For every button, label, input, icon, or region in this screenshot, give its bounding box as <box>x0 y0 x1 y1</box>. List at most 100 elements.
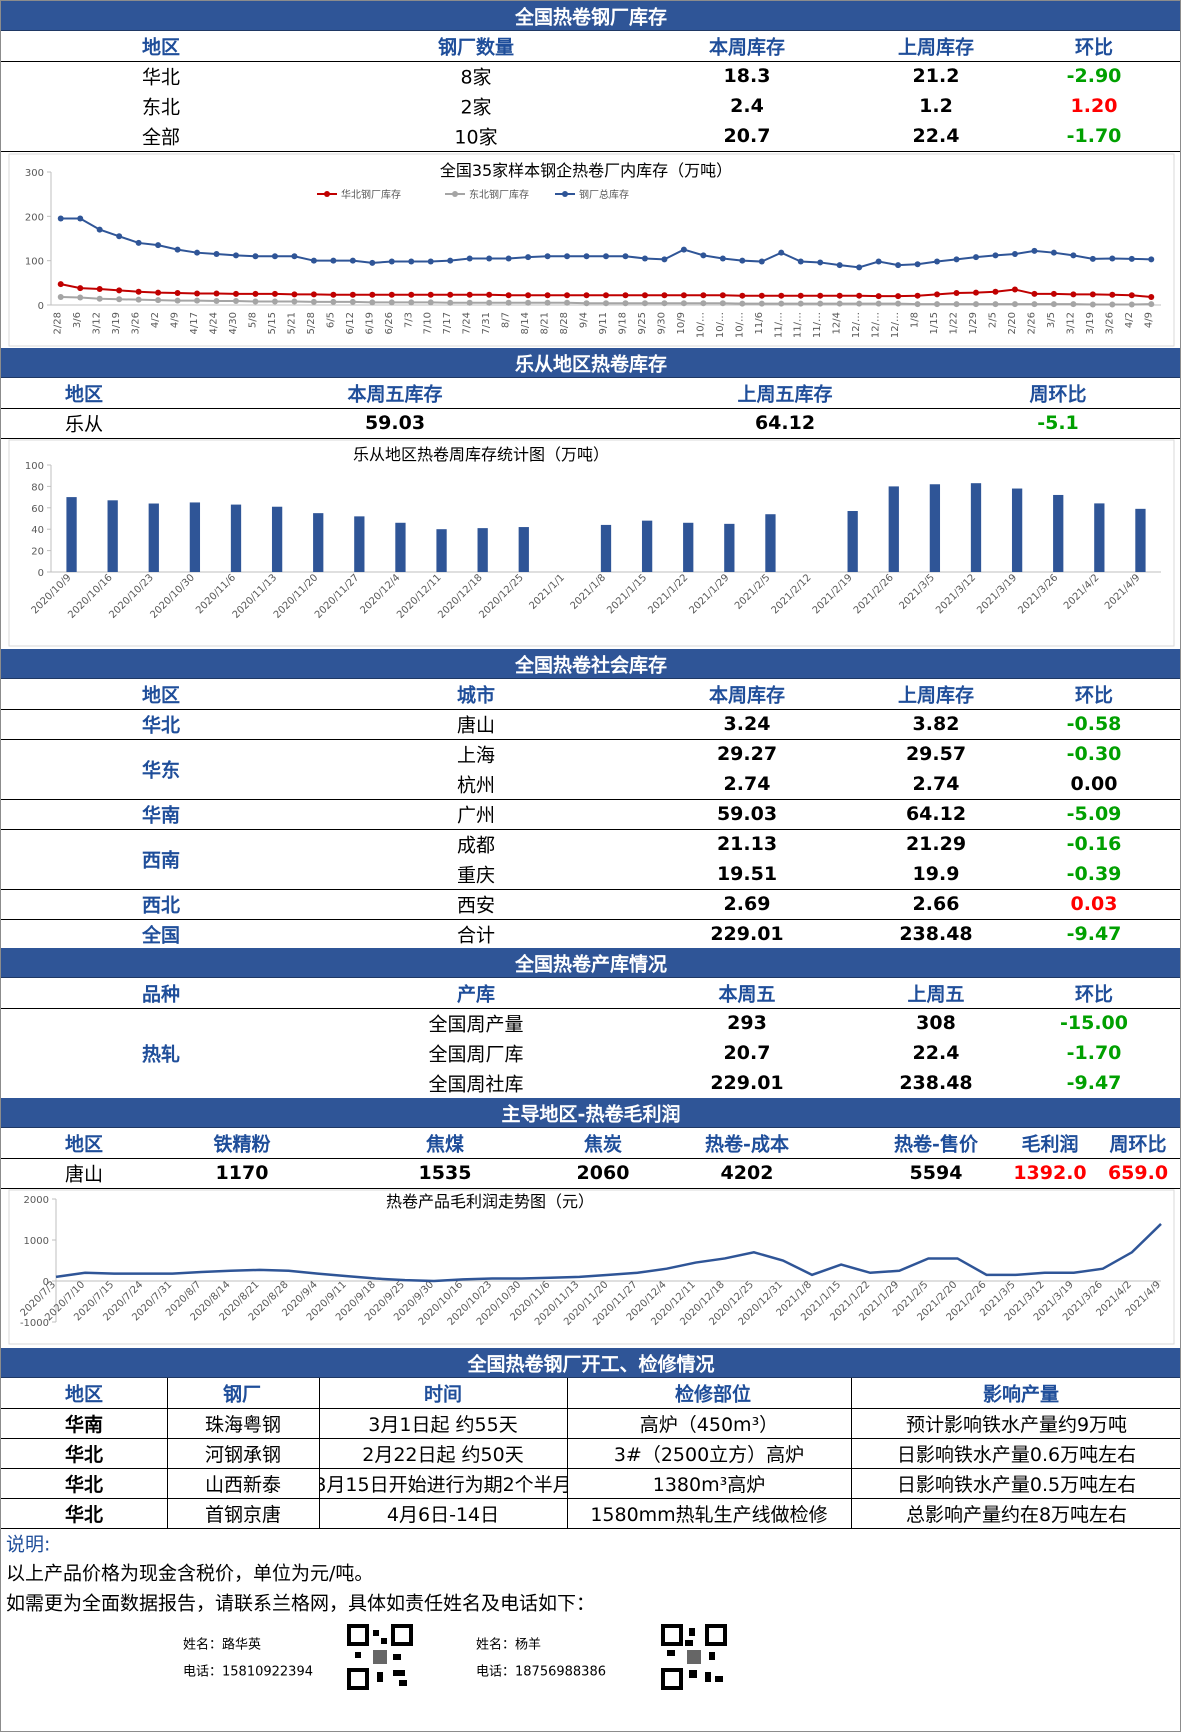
chart-title: 热卷产品毛利润走势图（元） <box>386 1192 594 1211</box>
point <box>447 299 454 306</box>
cell: -15.00 <box>1060 1012 1128 1034</box>
point <box>174 297 181 304</box>
notes-line: 如需更为全面数据报告，请联系兰格网，具体如责任姓名及电话如下： <box>6 1592 596 1615</box>
column-header: 热卷-售价 <box>894 1133 978 1156</box>
cell: 广州 <box>456 804 496 827</box>
cell-text: 总影响产量约在8万吨左右 <box>905 1503 1128 1526</box>
legend-label: 华北钢厂库存 <box>341 188 401 201</box>
bar <box>189 502 201 572</box>
y-tick-label: 40 <box>31 525 44 536</box>
rule <box>1 1498 1180 1499</box>
point <box>564 253 571 260</box>
qr-code <box>347 1624 413 1690</box>
point <box>1089 255 1096 262</box>
x-tick-label: 4/2 <box>1124 312 1135 328</box>
point <box>564 292 571 299</box>
point <box>934 258 941 265</box>
cell: 总影响产量约在8万吨左右 <box>851 1498 1180 1528</box>
cell: 2.4 <box>730 95 764 117</box>
x-tick-label: 2/5 <box>987 312 998 328</box>
point <box>194 249 201 256</box>
region: 华北 <box>141 714 181 737</box>
point <box>700 292 707 299</box>
cell: 1170 <box>215 1162 269 1184</box>
cell: 20.7 <box>723 125 771 147</box>
x-tick-label: 6/12 <box>345 312 356 334</box>
point <box>856 292 863 299</box>
x-tick-label: 9/30 <box>656 312 667 334</box>
point <box>836 262 843 269</box>
column-header: 焦炭 <box>583 1133 623 1156</box>
point <box>174 290 181 297</box>
cell: 0.03 <box>1070 893 1118 915</box>
cell-text: 华北 <box>64 1503 103 1526</box>
column-header: 钢厂数量 <box>437 36 515 59</box>
x-tick-label: 10/… <box>695 312 706 338</box>
cell: 64.12 <box>905 803 967 825</box>
point <box>778 249 785 256</box>
point <box>641 300 648 307</box>
cell: 29.27 <box>716 743 778 765</box>
point <box>1070 252 1077 259</box>
column-header: 时间 <box>423 1383 463 1406</box>
point <box>155 242 162 249</box>
x-tick-label: 5/8 <box>247 312 258 328</box>
column-header: 地区 <box>64 383 104 406</box>
point <box>739 257 746 264</box>
rule <box>1 889 1180 890</box>
point <box>1031 301 1038 308</box>
point <box>1050 249 1057 256</box>
cell-text: 2月22日起 约50天 <box>362 1443 524 1466</box>
cell: 首钢京唐 <box>167 1498 319 1528</box>
rule <box>1 151 1180 152</box>
point <box>914 301 921 308</box>
column-header: 本周库存 <box>708 36 786 59</box>
x-tick-label: 1/8 <box>910 312 921 328</box>
point <box>194 297 201 304</box>
legend-swatch <box>452 191 458 197</box>
title-bar <box>1 649 1180 679</box>
point <box>310 298 317 305</box>
y-tick-label: 100 <box>25 257 44 268</box>
bar <box>1094 503 1105 572</box>
point <box>369 291 376 298</box>
point <box>271 290 278 297</box>
point <box>895 293 902 300</box>
x-tick-label: 6/19 <box>364 312 375 334</box>
cell: 2.74 <box>912 773 960 795</box>
cell: 日影响铁水产量0.5万吨左右 <box>851 1468 1180 1498</box>
column-header: 上周库存 <box>897 36 975 59</box>
region: 热轧 <box>141 1043 181 1066</box>
point <box>680 292 687 299</box>
x-tick-label: 12/… <box>871 312 882 338</box>
point <box>583 253 590 260</box>
point <box>797 300 804 307</box>
title-bar <box>1 348 1180 378</box>
point <box>155 297 162 304</box>
section-title: 乐从地区热卷库存 <box>514 353 668 376</box>
chart-title: 乐从地区热卷周库存统计图（万吨） <box>353 445 609 464</box>
point <box>233 252 239 259</box>
column-header: 城市 <box>456 684 496 707</box>
point <box>1109 255 1116 262</box>
cell: 华北 <box>1 1498 167 1528</box>
column-header: 毛利润 <box>1021 1133 1079 1156</box>
cell-text: 珠海粤钢 <box>204 1413 281 1436</box>
cell: 64.12 <box>754 412 816 434</box>
column-header: 钢厂 <box>222 1383 262 1406</box>
point <box>408 291 415 298</box>
cell-text: 日影响铁水产量0.6万吨左右 <box>896 1443 1137 1466</box>
bar <box>970 483 982 572</box>
column-header: 本周五库存 <box>347 383 443 406</box>
point <box>953 301 960 308</box>
point <box>349 257 356 264</box>
x-tick-label: 9/4 <box>579 312 590 328</box>
cell: 229.01 <box>710 923 784 945</box>
point <box>427 258 434 265</box>
point <box>875 258 882 265</box>
cell-text: 3#（2500立方）高炉 <box>613 1443 805 1466</box>
x-tick-label: 4/24 <box>209 312 220 334</box>
cell: 238.48 <box>899 923 973 945</box>
cell: 3#（2500立方）高炉 <box>567 1438 851 1468</box>
